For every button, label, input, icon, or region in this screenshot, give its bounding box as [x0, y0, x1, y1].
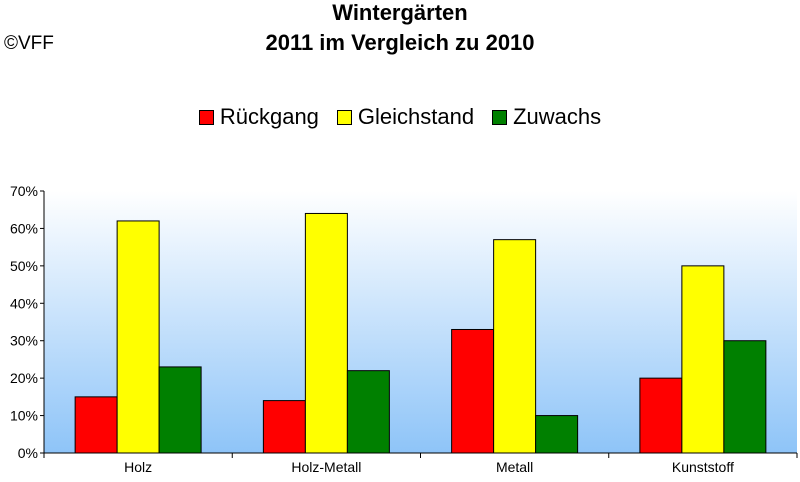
bar-kunststoff-gleichstand — [681, 265, 725, 454]
chart-title-line-2: 2011 im Vergleich zu 2010 — [265, 30, 535, 55]
x-tick-label: Holz — [124, 459, 152, 475]
y-tick-label: 10% — [10, 408, 38, 424]
y-tick-label: 50% — [10, 258, 38, 274]
legend-swatch-gleichstand — [336, 109, 352, 125]
y-tick-label: 60% — [10, 220, 38, 236]
copyright-text: ©VFF — [4, 33, 54, 54]
legend-item-rueckgang: Rückgang — [198, 104, 319, 130]
legend-swatch-zuwachs — [492, 109, 508, 125]
legend-label-rueckgang: Rückgang — [219, 104, 319, 129]
x-tick-label: Kunststoff — [672, 459, 734, 475]
x-tick-label: Holz-Metall — [291, 459, 361, 475]
y-tick-label: 30% — [10, 333, 38, 349]
chart-legend: Rückgang Gleichstand Zuwachs — [0, 104, 800, 130]
legend-label-gleichstand: Gleichstand — [357, 104, 475, 129]
y-tick-label: 70% — [10, 183, 38, 199]
bar-holz-gleichstand — [116, 220, 160, 454]
bar-kunststoff-zuwachs — [723, 340, 767, 454]
chart-title-line-1: Wintergärten — [332, 0, 468, 25]
bar-kunststoff-rueckgang — [639, 377, 683, 454]
legend-item-gleichstand: Gleichstand — [336, 104, 475, 130]
bar-metall-gleichstand — [493, 239, 537, 454]
y-tick-label: 40% — [10, 295, 38, 311]
bar-holz-metall-rueckgang — [262, 400, 306, 454]
bar-holz-zuwachs — [158, 366, 202, 454]
bar-holz-metall-gleichstand — [304, 212, 348, 454]
y-tick-label: 20% — [10, 370, 38, 386]
legend-swatch-rueckgang — [198, 109, 214, 125]
legend-label-zuwachs: Zuwachs — [513, 104, 602, 129]
bar-holz-metall-zuwachs — [346, 370, 390, 454]
y-tick-label: 0% — [18, 445, 38, 461]
bar-holz-rueckgang — [74, 396, 118, 454]
legend-item-zuwachs: Zuwachs — [492, 104, 601, 130]
bar-metall-rueckgang — [451, 328, 495, 454]
x-tick-label: Metall — [496, 459, 533, 475]
bar-metall-zuwachs — [535, 415, 579, 454]
